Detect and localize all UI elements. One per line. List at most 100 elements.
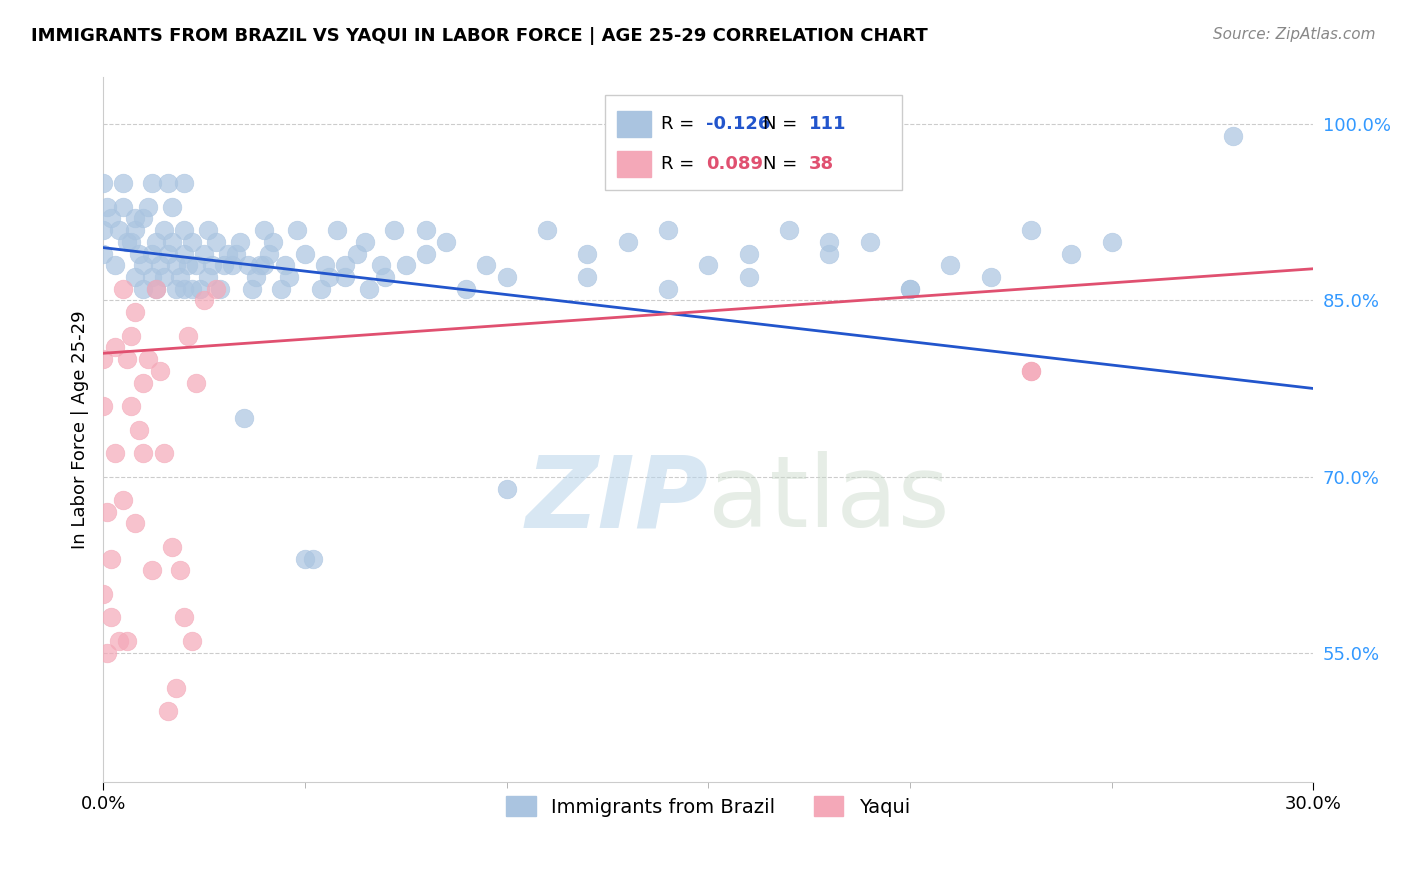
Point bbox=[91, 223, 114, 237]
Point bbox=[818, 235, 841, 249]
Point bbox=[326, 223, 349, 237]
Point bbox=[112, 493, 135, 508]
Point bbox=[273, 258, 295, 272]
Text: 111: 111 bbox=[808, 115, 846, 133]
Point bbox=[980, 270, 1002, 285]
Point bbox=[229, 235, 252, 249]
Point bbox=[818, 246, 841, 260]
Point bbox=[156, 246, 179, 260]
Point bbox=[285, 223, 308, 237]
Text: N =: N = bbox=[762, 115, 803, 133]
Point bbox=[165, 681, 187, 695]
Point bbox=[495, 270, 517, 285]
Point bbox=[132, 211, 155, 226]
Point bbox=[177, 258, 200, 272]
Text: R =: R = bbox=[661, 155, 700, 173]
Text: -0.126: -0.126 bbox=[706, 115, 770, 133]
Point bbox=[160, 235, 183, 249]
Point bbox=[156, 704, 179, 718]
Point bbox=[132, 446, 155, 460]
Point bbox=[100, 211, 122, 226]
Point bbox=[120, 235, 142, 249]
Point bbox=[475, 258, 498, 272]
Point bbox=[124, 270, 146, 285]
Point bbox=[180, 235, 202, 249]
Point bbox=[120, 399, 142, 413]
Point bbox=[536, 223, 558, 237]
Point bbox=[173, 282, 195, 296]
Point bbox=[209, 282, 232, 296]
Y-axis label: In Labor Force | Age 25-29: In Labor Force | Age 25-29 bbox=[72, 310, 89, 549]
Point bbox=[217, 246, 239, 260]
Point bbox=[225, 246, 247, 260]
Text: 0.089: 0.089 bbox=[706, 155, 763, 173]
Point bbox=[141, 563, 163, 577]
Point bbox=[309, 282, 332, 296]
Point bbox=[898, 282, 921, 296]
Point bbox=[197, 223, 219, 237]
Point bbox=[112, 176, 135, 190]
Point bbox=[112, 200, 135, 214]
Point bbox=[212, 258, 235, 272]
Point bbox=[136, 200, 159, 214]
Point bbox=[1019, 364, 1042, 378]
Point bbox=[104, 446, 127, 460]
Point bbox=[576, 246, 599, 260]
Point bbox=[333, 270, 356, 285]
Point bbox=[100, 551, 122, 566]
Point bbox=[124, 516, 146, 531]
Point bbox=[262, 235, 284, 249]
Point bbox=[370, 258, 392, 272]
Point bbox=[233, 410, 256, 425]
FancyBboxPatch shape bbox=[606, 95, 901, 190]
Point bbox=[141, 246, 163, 260]
Point bbox=[128, 423, 150, 437]
Point bbox=[132, 258, 155, 272]
Point bbox=[576, 270, 599, 285]
Point bbox=[374, 270, 396, 285]
Point bbox=[1019, 223, 1042, 237]
Point bbox=[205, 282, 228, 296]
Point bbox=[124, 223, 146, 237]
Text: atlas: atlas bbox=[709, 451, 950, 549]
Point bbox=[128, 246, 150, 260]
Point bbox=[124, 305, 146, 319]
Point bbox=[145, 235, 167, 249]
Point bbox=[132, 282, 155, 296]
Point bbox=[270, 282, 292, 296]
Text: N =: N = bbox=[762, 155, 803, 173]
Point bbox=[294, 246, 316, 260]
Point bbox=[117, 633, 139, 648]
Point bbox=[104, 340, 127, 354]
Point bbox=[205, 235, 228, 249]
Point bbox=[91, 176, 114, 190]
Point bbox=[197, 270, 219, 285]
Point bbox=[91, 352, 114, 367]
Point bbox=[245, 270, 267, 285]
Point bbox=[616, 235, 638, 249]
Point bbox=[657, 282, 679, 296]
Point bbox=[302, 551, 325, 566]
Point bbox=[169, 563, 191, 577]
Point bbox=[152, 270, 174, 285]
FancyBboxPatch shape bbox=[617, 111, 651, 137]
Point bbox=[249, 258, 271, 272]
Point bbox=[108, 633, 131, 648]
Point bbox=[333, 258, 356, 272]
Point bbox=[737, 270, 759, 285]
Point bbox=[257, 246, 280, 260]
Point bbox=[1222, 129, 1244, 144]
Point bbox=[294, 551, 316, 566]
Point bbox=[145, 282, 167, 296]
Point bbox=[188, 282, 211, 296]
Text: IMMIGRANTS FROM BRAZIL VS YAQUI IN LABOR FORCE | AGE 25-29 CORRELATION CHART: IMMIGRANTS FROM BRAZIL VS YAQUI IN LABOR… bbox=[31, 27, 928, 45]
Point bbox=[346, 246, 368, 260]
Point bbox=[193, 246, 215, 260]
Point bbox=[141, 176, 163, 190]
Text: 38: 38 bbox=[808, 155, 834, 173]
Point bbox=[104, 258, 127, 272]
Point bbox=[415, 223, 437, 237]
Point bbox=[141, 270, 163, 285]
Point bbox=[359, 282, 381, 296]
Point bbox=[173, 176, 195, 190]
